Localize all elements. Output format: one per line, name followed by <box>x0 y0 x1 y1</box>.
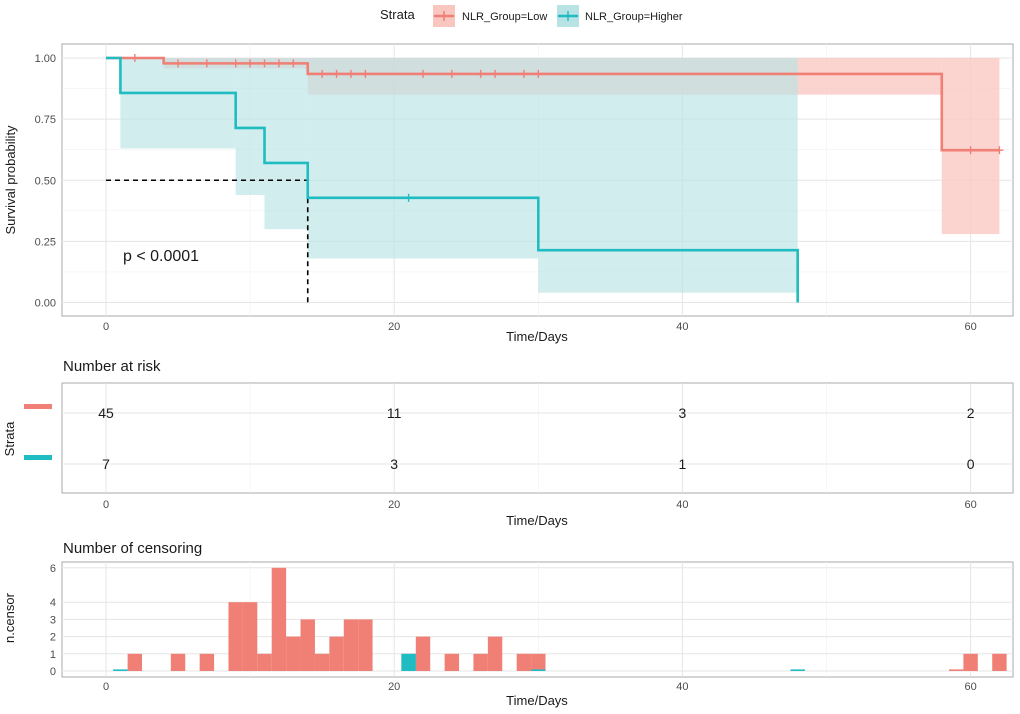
survival-curves <box>106 56 1000 303</box>
censoring-bar-low <box>473 653 488 671</box>
risk-x-tick-label: 20 <box>388 499 400 511</box>
survival-censor-marks <box>130 54 1004 202</box>
risk-value-low: 3 <box>679 405 687 421</box>
censoring-bar-higher <box>401 653 416 671</box>
ci-band-low <box>941 58 1000 235</box>
censoring-y-tick-label: 1 <box>50 649 56 661</box>
survival-x-tick-labels: 0 20 40 60 <box>103 321 977 333</box>
censoring-x-tick-label: 60 <box>964 681 976 693</box>
censoring-y-axis-title: n.censor <box>2 592 17 643</box>
survival-x-axis-title: Time/Days <box>506 329 568 344</box>
legend-label-higher: NLR_Group=Higher <box>585 11 683 23</box>
censoring-bar-low <box>415 636 431 671</box>
risk-y-axis-title: Strata <box>2 421 17 456</box>
survival-x-tick-label: 60 <box>964 321 976 333</box>
risk-strata-keys <box>24 404 52 460</box>
risk-table-border <box>61 382 1014 494</box>
risk-grid <box>62 383 1013 493</box>
risk-value-higher: 7 <box>102 456 110 472</box>
censoring-bar-low <box>300 619 315 671</box>
censoring-y-tick-label: 3 <box>50 614 56 626</box>
censoring-y-tick-label: 0 <box>50 666 56 678</box>
survival-y-tick-label: 0.25 <box>35 236 56 248</box>
survival-x-tick-label: 20 <box>388 321 400 333</box>
censoring-bar-low <box>228 602 243 671</box>
censoring-bar-low <box>531 653 546 671</box>
risk-x-tick-labels: 0 20 40 60 <box>103 499 977 511</box>
survival-ci-bands <box>120 58 1000 293</box>
censoring-bar-low <box>343 619 359 671</box>
survival-panel: 0.000.250.500.751.00 0 20 40 60 p < 0.0001 … <box>3 43 1014 344</box>
censoring-bar-higher <box>113 669 128 671</box>
censoring-bar-low <box>170 653 186 671</box>
risk-values: 45 11 3 2 7 3 1 0 <box>98 405 974 472</box>
risk-value-low: 2 <box>967 405 975 421</box>
censoring-panel: Number of censoring 0 1 2 3 4 6 0 20 40 60 Time/… <box>2 540 1014 708</box>
survival-curve-higher <box>106 56 799 303</box>
ci-band-higher <box>307 58 539 259</box>
censoring-bar-low <box>286 636 301 671</box>
censoring-x-tick-label: 20 <box>388 681 400 693</box>
censoring-bar-higher <box>531 669 546 671</box>
survival-y-tick-label: 0.75 <box>35 114 56 126</box>
legend: Strata NLR_Group=Low NLR_Group=Higher <box>380 5 683 27</box>
censoring-bar-low <box>127 653 143 671</box>
risk-table-panel: Number at risk 45 11 3 2 7 3 1 0 0 20 40 60 Time/D… <box>2 358 1014 528</box>
risk-table-title: Number at risk <box>63 358 161 375</box>
censoring-bar-low <box>329 636 344 671</box>
survival-x-tick-label: 0 <box>103 321 109 333</box>
risk-x-tick-label: 0 <box>103 499 109 511</box>
censoring-y-tick-label: 6 <box>50 563 56 575</box>
censoring-bar-low <box>314 653 330 671</box>
legend-title: Strata <box>380 7 415 22</box>
survival-y-tick-label: 0.50 <box>35 175 56 187</box>
risk-value-higher: 1 <box>679 456 687 472</box>
risk-value-higher: 0 <box>967 456 975 472</box>
risk-strata-key-higher <box>24 455 52 460</box>
censoring-bar-low <box>199 653 215 671</box>
ci-band-higher <box>264 58 308 230</box>
median-survival-lines <box>106 179 309 303</box>
risk-value-low: 11 <box>387 405 402 421</box>
legend-label-low: NLR_Group=Low <box>462 11 547 23</box>
censoring-bar-low <box>516 653 532 671</box>
risk-strata-key-low <box>24 404 52 409</box>
censoring-bar-low <box>444 653 460 671</box>
ci-band-higher <box>235 58 265 195</box>
survival-y-axis-title: Survival probability <box>3 125 18 235</box>
ci-band-higher <box>120 58 236 149</box>
censoring-bar-low <box>242 602 258 671</box>
censoring-bar-higher <box>790 669 805 671</box>
censoring-x-tick-label: 40 <box>676 681 688 693</box>
risk-value-higher: 3 <box>390 456 398 472</box>
censoring-y-tick-label: 4 <box>50 597 56 609</box>
censoring-y-tick-labels: 0 1 2 3 4 6 <box>50 563 56 678</box>
survival-y-tick-label: 1.00 <box>35 53 56 65</box>
risk-value-low: 45 <box>98 405 114 421</box>
p-value-annotation: p < 0.0001 <box>123 248 199 265</box>
survival-y-tick-labels: 0.00 0.25 0.50 0.75 1.00 <box>35 53 56 310</box>
censoring-bar-low <box>358 619 373 671</box>
risk-x-axis-title: Time/Days <box>506 513 568 528</box>
censoring-bar-low <box>992 653 1007 671</box>
survival-y-tick-label: 0.00 <box>35 298 56 310</box>
censoring-bar-low <box>487 636 503 671</box>
censoring-bar-low <box>963 653 978 671</box>
risk-x-tick-label: 60 <box>964 499 976 511</box>
survival-curve-low <box>106 56 1000 152</box>
censoring-x-axis-title: Time/Days <box>506 693 568 708</box>
censoring-x-tick-label: 0 <box>103 681 109 693</box>
censoring-title: Number of censoring <box>63 540 202 557</box>
ci-band-higher <box>538 58 798 293</box>
risk-x-tick-label: 40 <box>676 499 688 511</box>
censoring-x-tick-labels: 0 20 40 60 <box>103 681 977 693</box>
censoring-bars <box>113 567 1007 671</box>
censoring-bar-low <box>948 669 964 671</box>
censoring-bar-low <box>271 567 287 671</box>
survival-x-tick-label: 40 <box>676 321 688 333</box>
censoring-y-tick-label: 2 <box>50 632 56 644</box>
censoring-bar-low <box>257 653 272 671</box>
